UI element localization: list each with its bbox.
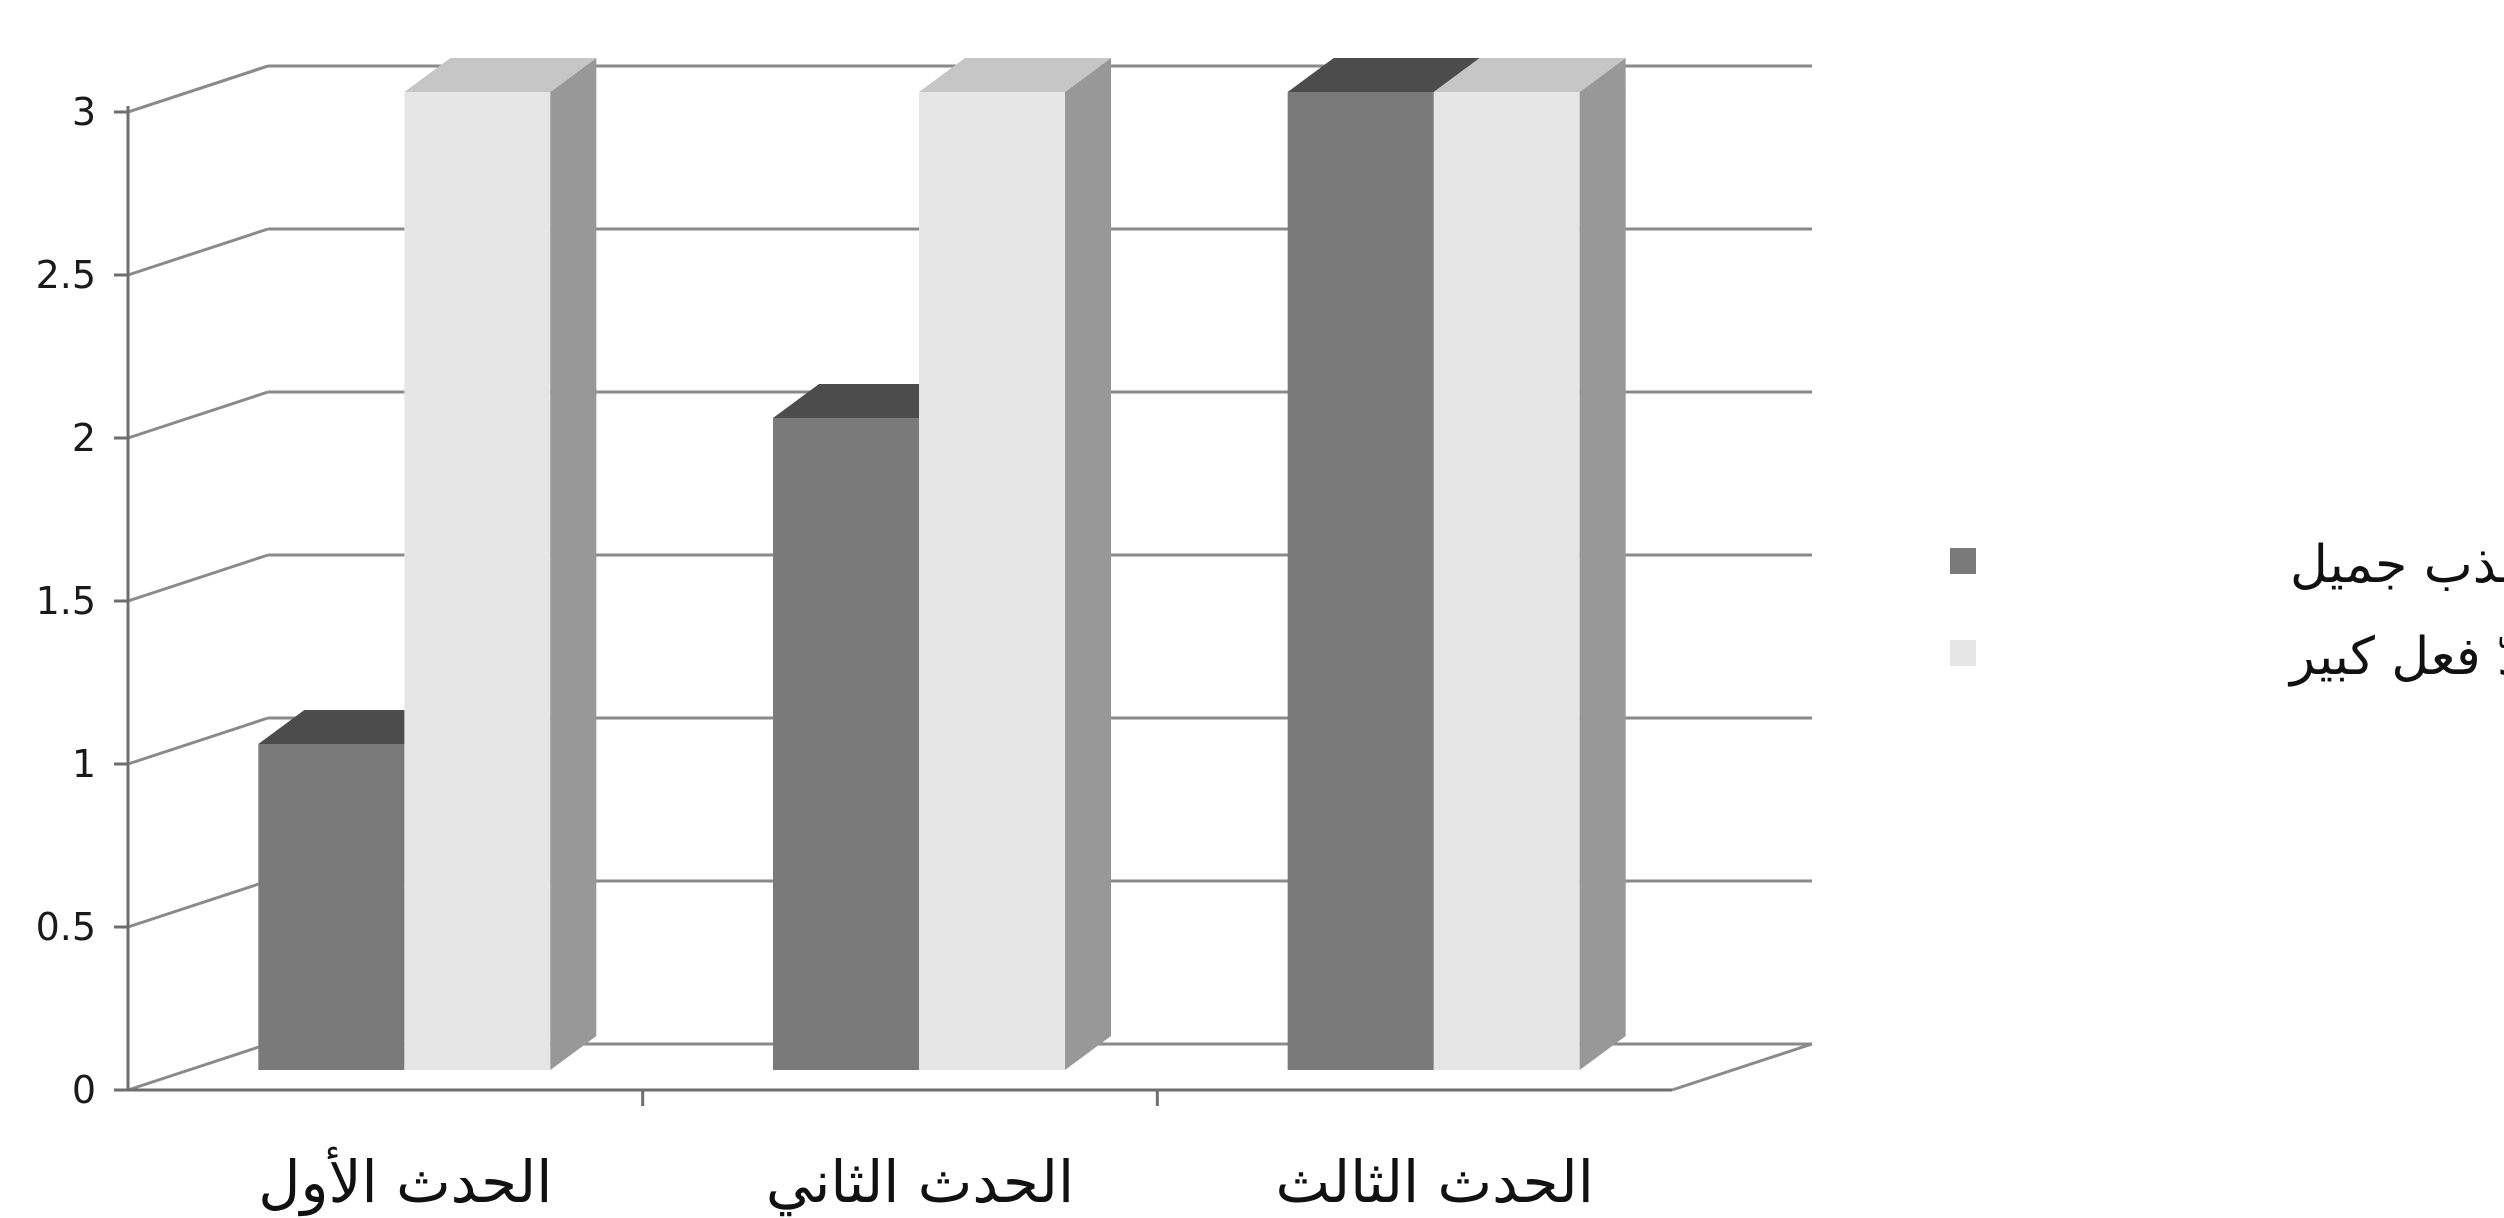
bar-top	[1433, 58, 1626, 92]
y-tick-label: 0	[72, 1068, 96, 1112]
y-tick-label: 1	[72, 742, 96, 786]
floor-right-edge	[1671, 1042, 1813, 1092]
grid-diagonal	[127, 1042, 269, 1092]
grid-diagonal	[127, 553, 269, 603]
y-tick-label: 2	[72, 416, 96, 460]
grid-diagonal	[127, 716, 269, 766]
bar	[1433, 92, 1580, 1070]
bars	[258, 58, 1626, 1070]
y-tick-label: 2.5	[36, 253, 96, 297]
bar-top	[258, 710, 451, 744]
legend-swatch	[1950, 548, 1976, 574]
y-tick-label: 0.5	[36, 905, 96, 949]
y-tick-label: 1.5	[36, 579, 96, 623]
bar-side	[1065, 58, 1111, 1070]
bar-top	[404, 58, 597, 92]
bar	[919, 92, 1065, 1070]
bar	[1287, 92, 1434, 1070]
bar-side	[550, 58, 597, 1070]
x-tick-label: الحدث الثاني	[766, 1148, 1074, 1217]
x-tick-label: الحدث الثالث	[1276, 1148, 1594, 1216]
grid-diagonal	[127, 879, 269, 929]
y-tick-labels: 0 0.5 1 1.5 2 2.5 3	[36, 90, 96, 1112]
legend-label: ردّ فعل كبير	[2287, 627, 2504, 687]
bar	[258, 744, 405, 1070]
grid-diagonal	[127, 227, 269, 277]
legend-label: سلوك مهذب جميل	[2290, 535, 2504, 595]
bar-side	[1579, 58, 1626, 1070]
bar	[404, 92, 551, 1070]
bar-top	[1287, 58, 1480, 92]
x-tick-labels: الحدث الأول الحدث الثاني الحدث الثالث	[258, 1146, 1594, 1217]
wall-top-diagonal	[127, 64, 269, 114]
bar	[773, 418, 919, 1070]
bar-top	[773, 384, 965, 418]
x-tick-label: الحدث الأول	[258, 1146, 552, 1217]
axes	[114, 106, 1813, 1106]
legend: سلوك مهذب جميل ردّ فعل كبير	[1950, 535, 2504, 687]
legend-swatch	[1950, 640, 1976, 666]
grid-diagonal	[127, 390, 269, 440]
bar-top	[919, 58, 1111, 92]
y-tick-label: 3	[72, 90, 96, 134]
